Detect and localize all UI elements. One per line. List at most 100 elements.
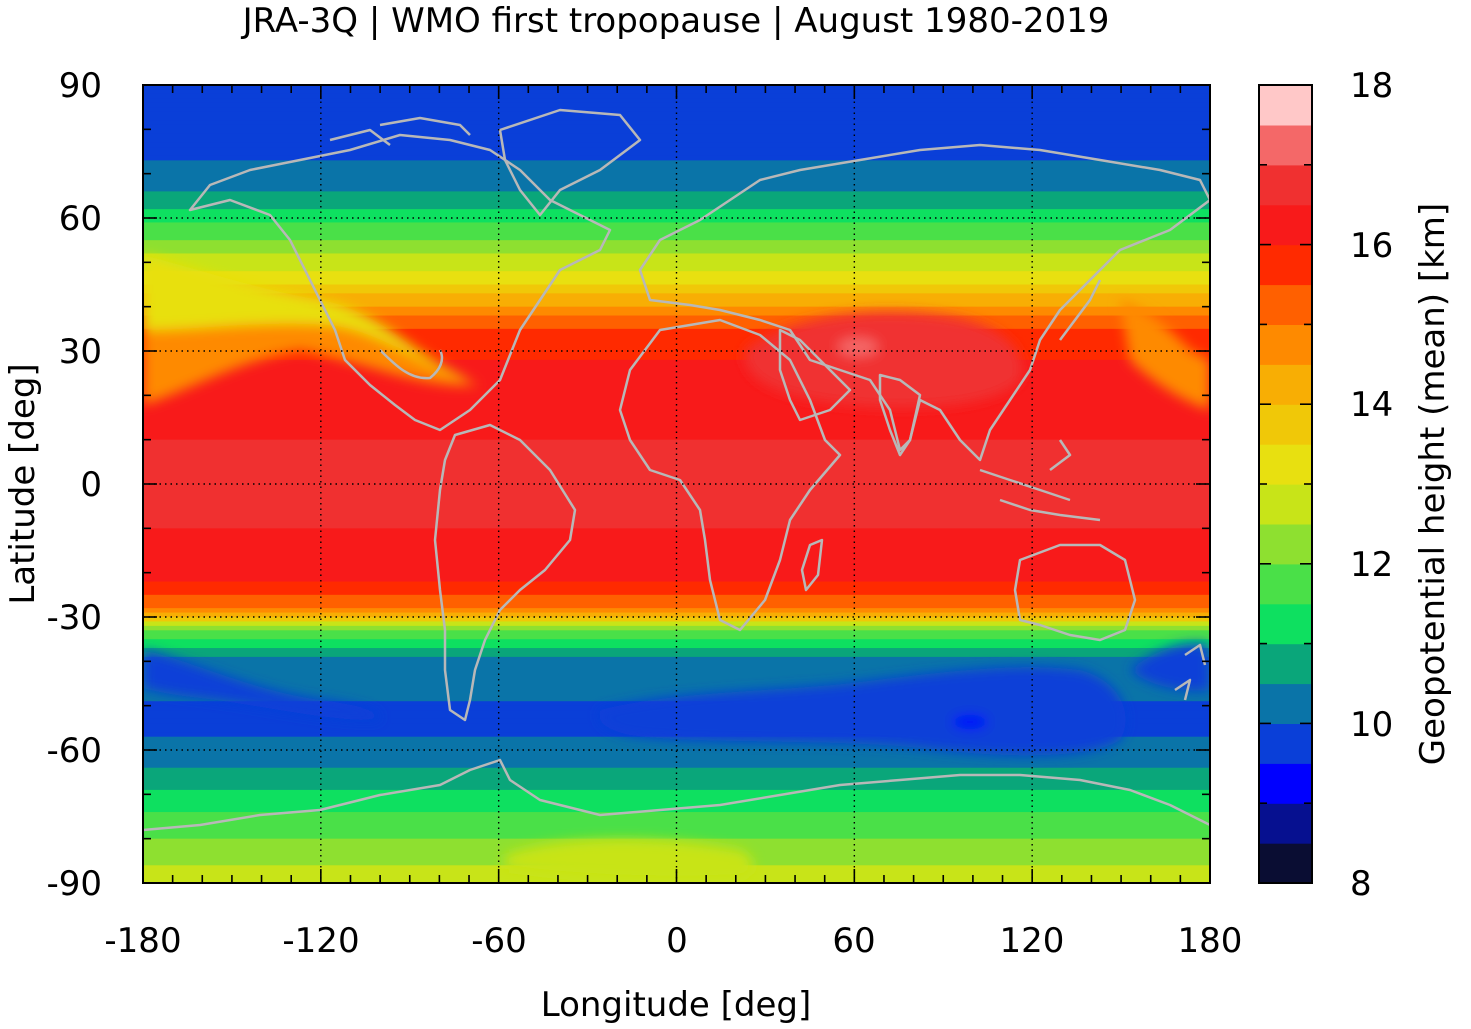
contour-band	[143, 679, 1210, 685]
contour-band	[143, 284, 1210, 290]
antarctic-plateau-high	[505, 839, 754, 880]
y-axis-title: Latitude [deg]	[3, 363, 43, 604]
contour-band	[143, 200, 1210, 206]
contour-band	[143, 404, 1210, 410]
contour-band	[143, 395, 1210, 401]
contour-band	[143, 537, 1210, 543]
colorbar-segments	[1259, 85, 1312, 884]
colorbar-tick-label: 16	[1350, 226, 1393, 266]
contour-band	[143, 794, 1210, 800]
tibetan-plateau-maximum	[838, 338, 878, 356]
contour-band	[143, 426, 1210, 432]
colorbar-tick-label: 12	[1350, 545, 1393, 585]
contour-band	[143, 630, 1210, 636]
north-america-coastline	[188, 133, 612, 432]
contour-band	[143, 577, 1210, 583]
contour-band	[143, 510, 1210, 516]
contour-band	[143, 656, 1210, 662]
contour-band	[143, 816, 1210, 822]
new-zealand-coastline	[1174, 643, 1207, 701]
contour-band	[143, 306, 1210, 312]
north-pacific-jet-anomaly	[143, 255, 470, 390]
contour-band	[143, 585, 1210, 591]
colorbar-segment	[1259, 404, 1312, 445]
contour-band	[143, 492, 1210, 498]
contour-band	[143, 741, 1210, 747]
contour-band	[143, 111, 1210, 117]
contour-band	[143, 466, 1210, 472]
contour-band	[143, 129, 1210, 135]
contour-band	[143, 461, 1210, 467]
contour-band	[143, 497, 1210, 503]
contour-band	[143, 235, 1210, 241]
gulf-of-mexico-coastline	[379, 349, 444, 380]
contour-band	[143, 244, 1210, 250]
contour-band	[143, 541, 1210, 547]
colorbar-segment	[1259, 763, 1312, 804]
contour-band	[143, 581, 1210, 587]
contour-band	[143, 430, 1210, 436]
africa-coastline	[618, 318, 842, 632]
y-tick-label: -90	[46, 864, 102, 904]
minor-ticks	[142, 84, 1211, 884]
contour-band	[143, 240, 1210, 246]
colorbar-segment	[1259, 563, 1312, 605]
contour-band	[143, 151, 1210, 157]
contour-band	[143, 142, 1210, 148]
contour-band	[143, 834, 1210, 840]
contour-band	[143, 812, 1210, 818]
contour-band	[143, 608, 1210, 614]
arctic-islands	[329, 116, 471, 146]
colorbar-segment	[1259, 683, 1312, 724]
australia-coastline	[1013, 543, 1137, 642]
colorbar-segment	[1259, 364, 1312, 405]
contour-band	[143, 621, 1210, 627]
colorbar-ticks	[1259, 84, 1312, 884]
coastlines	[143, 108, 1210, 832]
contour-band	[143, 568, 1210, 574]
contour-band	[143, 333, 1210, 339]
contour-band	[143, 785, 1210, 791]
contour-band	[143, 789, 1210, 795]
contour-band	[143, 763, 1210, 769]
eurasia-coastline	[638, 143, 1210, 462]
contour-band	[143, 519, 1210, 525]
contour-band	[143, 355, 1210, 361]
colorbar-segment	[1259, 523, 1312, 565]
contour-band	[143, 546, 1210, 552]
contour-band	[143, 315, 1210, 321]
x-tick-label: -120	[282, 921, 359, 961]
contour-band	[143, 444, 1210, 450]
contour-band	[143, 155, 1210, 161]
contour-band	[143, 612, 1210, 618]
contour-band	[143, 262, 1210, 268]
colorbar-segment	[1259, 444, 1312, 485]
contour-band	[143, 359, 1210, 365]
contour-band	[143, 311, 1210, 317]
contour-band	[143, 745, 1210, 751]
x-tick-label: 180	[1178, 921, 1243, 961]
y-tick-label: 30	[59, 332, 102, 372]
contour-band	[143, 213, 1210, 219]
colorbar-segment	[1259, 723, 1312, 764]
north-pacific-orange-anomaly	[143, 323, 480, 405]
contour-band	[143, 829, 1210, 835]
colorbar-segment	[1259, 164, 1312, 206]
greenland-coastline	[498, 108, 642, 217]
contour-band	[143, 670, 1210, 676]
chart-title: JRA-3Q | WMO first tropopause | August 1…	[241, 1, 1110, 41]
contour-band	[143, 382, 1210, 388]
arabia-coastline	[778, 328, 852, 422]
contour-band	[143, 807, 1210, 813]
contour-band	[143, 178, 1210, 184]
colorbar-tick-label: 18	[1350, 66, 1393, 106]
contour-band	[143, 554, 1210, 560]
contour-band	[143, 191, 1210, 197]
x-tick-label: -180	[104, 921, 181, 961]
contour-band	[143, 98, 1210, 104]
contour-band	[143, 448, 1210, 454]
colorbar-segment	[1259, 124, 1312, 166]
west-pacific-orange-bulge	[1120, 300, 1210, 410]
contour-band	[143, 102, 1210, 108]
